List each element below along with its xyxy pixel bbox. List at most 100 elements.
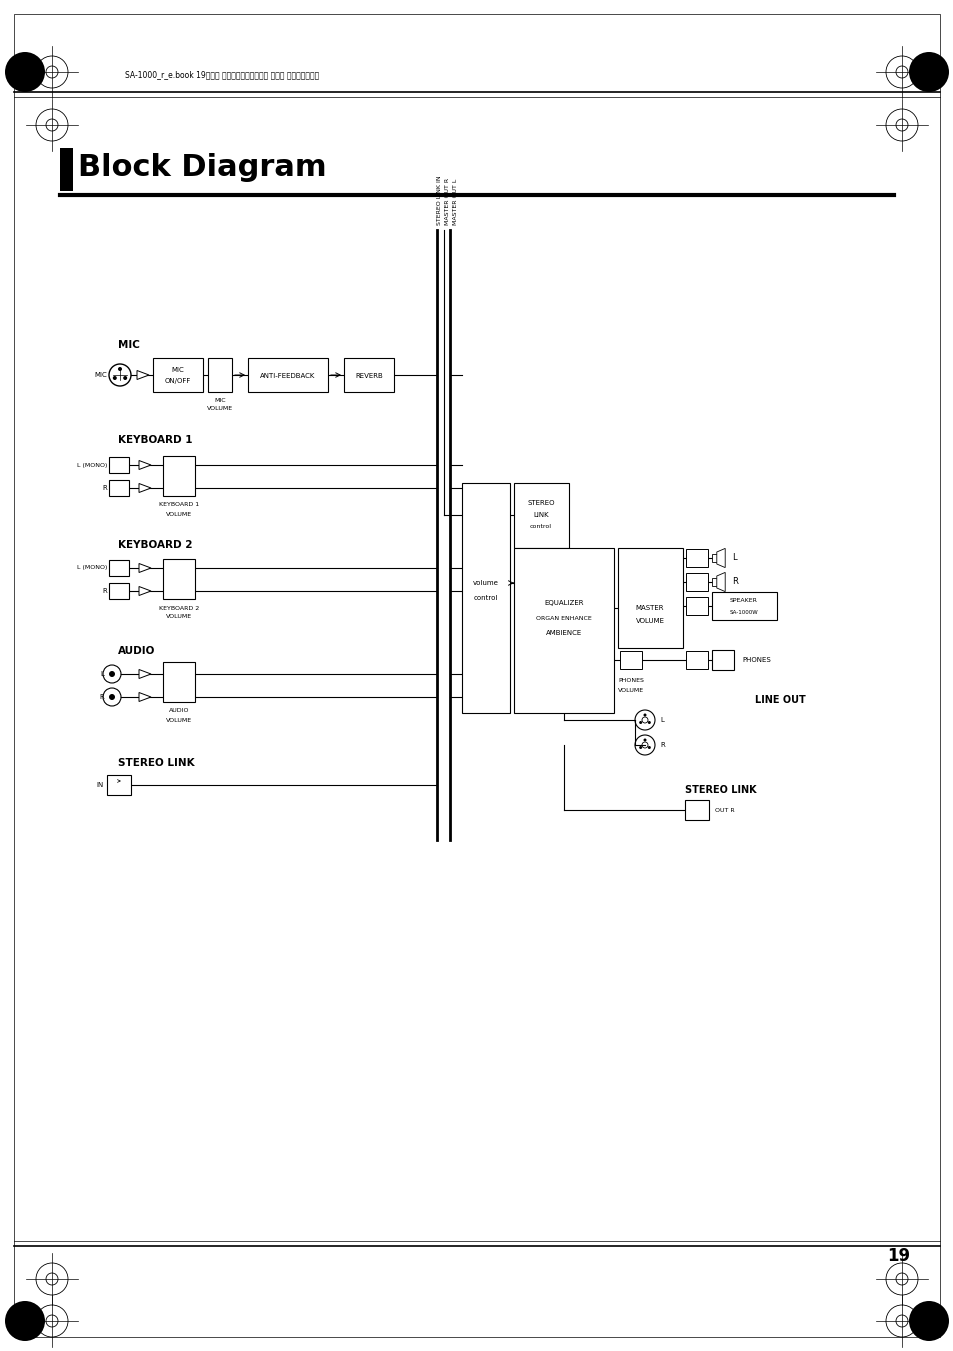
Circle shape bbox=[647, 746, 650, 748]
Text: volume: volume bbox=[473, 580, 498, 586]
Text: MIC: MIC bbox=[94, 372, 107, 378]
Text: KEYBOARD 2: KEYBOARD 2 bbox=[118, 540, 193, 550]
Text: PHONES: PHONES bbox=[741, 657, 770, 663]
Circle shape bbox=[109, 671, 115, 677]
Bar bbox=[344, 358, 394, 392]
Text: PHONES: PHONES bbox=[618, 677, 643, 682]
Text: VOLUME: VOLUME bbox=[166, 717, 192, 723]
Bar bbox=[684, 800, 708, 820]
Text: Block Diagram: Block Diagram bbox=[78, 153, 326, 181]
Bar bbox=[711, 592, 776, 620]
Text: R: R bbox=[102, 588, 107, 594]
Text: SPEAKER: SPEAKER bbox=[729, 598, 757, 604]
Text: VOLUME: VOLUME bbox=[166, 512, 192, 516]
Text: KEYBOARD 1: KEYBOARD 1 bbox=[159, 503, 199, 508]
Text: IN: IN bbox=[96, 782, 104, 788]
Polygon shape bbox=[711, 578, 716, 586]
Text: EQUALIZER: EQUALIZER bbox=[543, 600, 583, 607]
Text: AUDIO: AUDIO bbox=[169, 708, 189, 713]
Circle shape bbox=[118, 367, 122, 372]
Bar bbox=[514, 549, 614, 713]
Text: MIC: MIC bbox=[172, 367, 184, 373]
Bar bbox=[163, 457, 194, 496]
Polygon shape bbox=[711, 554, 716, 562]
Bar bbox=[60, 149, 73, 190]
Circle shape bbox=[647, 721, 650, 724]
Text: REVERB: REVERB bbox=[355, 373, 382, 380]
Circle shape bbox=[109, 694, 115, 700]
Circle shape bbox=[639, 721, 641, 724]
Bar bbox=[514, 484, 568, 549]
Bar bbox=[109, 584, 129, 598]
Polygon shape bbox=[716, 549, 724, 567]
Circle shape bbox=[643, 739, 646, 742]
Circle shape bbox=[5, 51, 45, 92]
Circle shape bbox=[908, 51, 948, 92]
Text: AMBIENCE: AMBIENCE bbox=[545, 630, 581, 636]
Bar bbox=[618, 549, 682, 648]
Bar bbox=[685, 651, 707, 669]
Text: LINK: LINK bbox=[533, 512, 548, 517]
Bar bbox=[107, 775, 131, 794]
Circle shape bbox=[5, 1301, 45, 1342]
Circle shape bbox=[639, 746, 641, 748]
Text: KEYBOARD 1: KEYBOARD 1 bbox=[118, 435, 193, 444]
Text: ORGAN ENHANCE: ORGAN ENHANCE bbox=[536, 616, 591, 620]
Text: SA-1000_r_e.book 19ページ ２００７年１０月１日 月曜日 午後１時５２分: SA-1000_r_e.book 19ページ ２００７年１０月１日 月曜日 午後… bbox=[125, 70, 319, 80]
Circle shape bbox=[643, 713, 646, 716]
Bar bbox=[619, 651, 641, 669]
Text: 19: 19 bbox=[886, 1247, 909, 1265]
Bar bbox=[685, 573, 707, 590]
Bar bbox=[248, 358, 328, 392]
Bar bbox=[109, 561, 129, 576]
Circle shape bbox=[123, 376, 127, 380]
Text: L (MONO): L (MONO) bbox=[76, 462, 107, 467]
Text: control: control bbox=[530, 524, 552, 530]
Circle shape bbox=[112, 376, 116, 380]
Polygon shape bbox=[139, 670, 151, 678]
Text: L (MONO): L (MONO) bbox=[76, 566, 107, 570]
Polygon shape bbox=[139, 461, 151, 470]
Circle shape bbox=[908, 1301, 948, 1342]
Text: MASTER OUT R: MASTER OUT R bbox=[445, 178, 450, 226]
Text: VOLUME: VOLUME bbox=[166, 615, 192, 620]
Text: MIC: MIC bbox=[214, 397, 226, 403]
Text: STEREO: STEREO bbox=[527, 500, 554, 507]
Text: STEREO LINK: STEREO LINK bbox=[118, 758, 194, 767]
Text: AUDIO: AUDIO bbox=[118, 646, 155, 657]
Text: OUT R: OUT R bbox=[714, 808, 734, 812]
Bar bbox=[163, 559, 194, 598]
Text: STEREO LINK: STEREO LINK bbox=[684, 785, 756, 794]
Text: STEREO LINK IN: STEREO LINK IN bbox=[437, 176, 442, 226]
Bar bbox=[152, 358, 203, 392]
Bar bbox=[685, 549, 707, 567]
Text: VOLUME: VOLUME bbox=[635, 617, 664, 624]
Bar bbox=[461, 484, 510, 713]
Text: ON/OFF: ON/OFF bbox=[165, 378, 191, 384]
Text: VOLUME: VOLUME bbox=[618, 688, 643, 693]
Text: R: R bbox=[659, 742, 664, 748]
Polygon shape bbox=[139, 484, 151, 493]
Text: KEYBOARD 2: KEYBOARD 2 bbox=[159, 605, 199, 611]
Text: L: L bbox=[659, 717, 663, 723]
Bar bbox=[109, 480, 129, 496]
Text: MIC: MIC bbox=[118, 340, 140, 350]
Text: SA-1000W: SA-1000W bbox=[729, 609, 758, 615]
Bar bbox=[208, 358, 232, 392]
Bar bbox=[163, 662, 194, 703]
Text: VOLUME: VOLUME bbox=[207, 407, 233, 412]
Text: MASTER: MASTER bbox=[635, 605, 663, 611]
Text: L: L bbox=[731, 554, 736, 562]
Text: L: L bbox=[100, 671, 104, 677]
Polygon shape bbox=[716, 573, 724, 592]
Text: control: control bbox=[474, 594, 497, 601]
Polygon shape bbox=[139, 693, 151, 701]
Polygon shape bbox=[139, 586, 151, 596]
Bar bbox=[685, 597, 707, 615]
Polygon shape bbox=[139, 563, 151, 573]
Bar bbox=[109, 457, 129, 473]
Bar bbox=[711, 650, 733, 670]
Text: ANTI-FEEDBACK: ANTI-FEEDBACK bbox=[260, 373, 315, 380]
Text: R: R bbox=[731, 577, 737, 586]
Text: LINE OUT: LINE OUT bbox=[754, 694, 805, 705]
